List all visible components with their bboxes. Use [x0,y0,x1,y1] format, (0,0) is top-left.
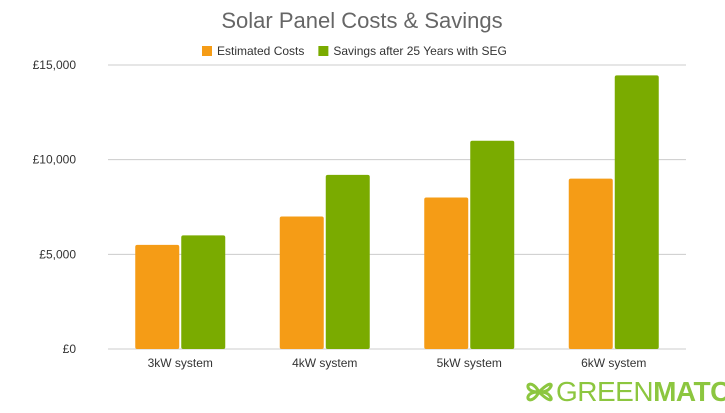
bar-costs [279,216,324,349]
bar-savings [181,235,226,349]
clover-icon [526,382,553,402]
legend-label: Savings after 25 Years with SEG [333,44,506,58]
bar-savings [614,75,659,349]
y-tick-label: £0 [63,342,77,356]
legend-label: Estimated Costs [217,44,304,58]
x-tick-label: 3kW system [148,356,213,370]
bar-savings [470,140,515,349]
y-tick-label: £10,000 [33,153,77,167]
y-tick-label: £5,000 [39,247,76,261]
greenmatch-logo: GREENMATCH [522,375,725,409]
chart-title: Solar Panel Costs & Savings [221,8,502,33]
bar-costs [135,244,180,349]
logo-text-bold: MATCH [653,376,725,407]
bar-savings [325,174,370,349]
bar-costs [424,197,469,349]
x-tick-label: 4kW system [292,356,357,370]
legend-swatch [202,46,212,56]
legend-swatch [318,46,329,56]
bar-costs [568,178,613,349]
y-tick-label: £15,000 [33,58,77,72]
logo-text-light: GREEN [556,376,654,407]
x-tick-label: 5kW system [437,356,502,370]
x-tick-label: 6kW system [581,356,646,370]
